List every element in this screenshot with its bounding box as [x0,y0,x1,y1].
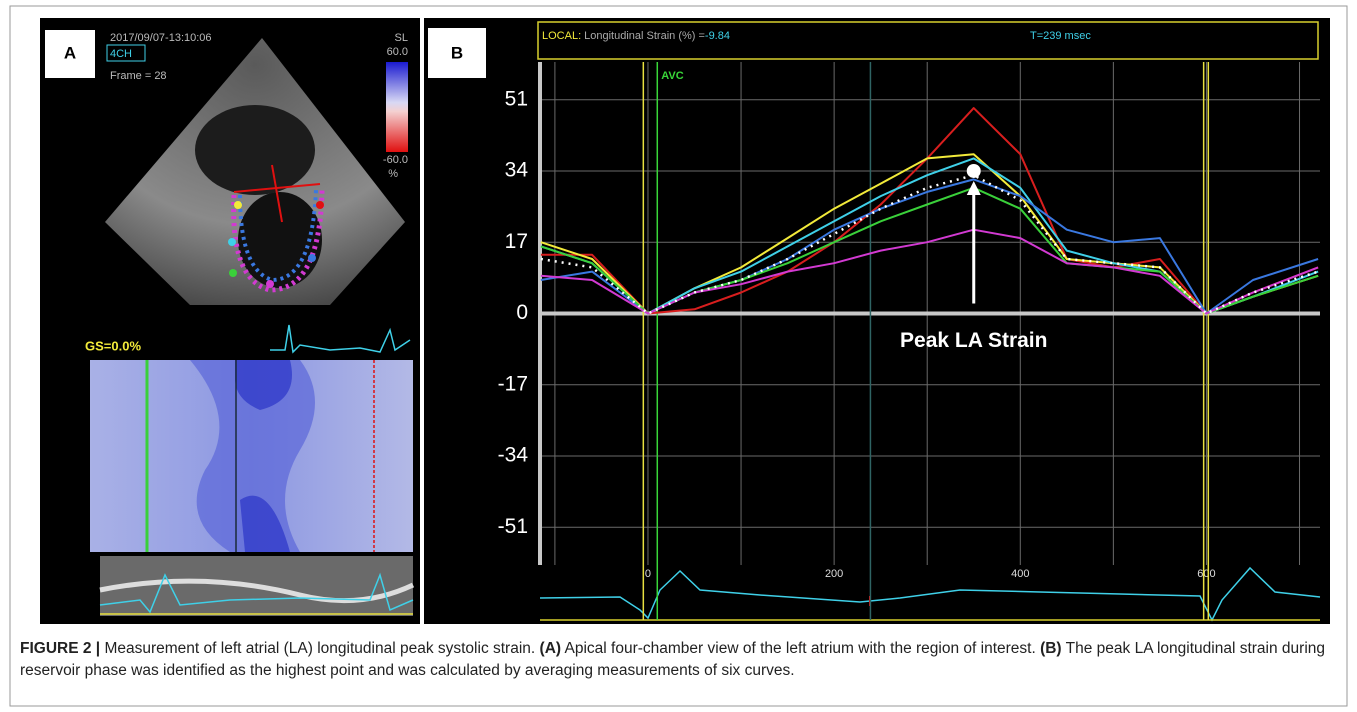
ecg-strip-b [539,566,1321,622]
ventricle [195,105,315,195]
header-local: LOCAL: [542,30,581,42]
y-tick-label: 34 [505,159,529,182]
color-bar [386,62,408,152]
view-label: 4CH [110,48,132,60]
strain-curve [540,228,1319,315]
y-tick-label: -34 [498,444,529,467]
header-time: T=239 msec [1030,30,1091,42]
peak-marker [966,163,981,178]
y-tick-label: -51 [498,515,528,538]
x-tick-label: 600 [1197,568,1215,580]
x-tick-label: 0 [645,568,651,580]
roi-point [316,201,324,209]
gs-label: GS=0.0% [85,338,141,353]
v-marker-label: AVC [661,70,683,82]
annotation-arrowhead [966,180,981,195]
roi-point [228,238,236,246]
panel-b-bg [424,18,1330,624]
caption-text: Measurement of left atrial (LA) longitud… [104,640,536,657]
m-mode-band [99,578,415,604]
ecg-mini [270,324,411,354]
y-tick-label: 51 [505,87,528,110]
strain-blob [190,360,315,552]
scale-min: -60.0 [383,154,408,166]
header: LOCAL: Longitudinal Strain (%) =-9.84 [542,30,730,42]
caption-b: (B) [1040,640,1062,657]
x-tick-label: 200 [825,568,843,580]
frame-label: Frame = 28 [110,70,167,82]
label-box [45,30,95,78]
strain-curve [540,173,1319,315]
timestamp: 2017/09/07-13:10:06 [110,32,212,44]
roi [231,189,325,293]
roi-point [266,280,274,288]
caption-text: The peak LA longitudinal strain during r… [20,640,1326,679]
y-tick-label: 17 [505,230,528,253]
roi-axis [271,164,283,223]
scale-unit: % [388,168,398,180]
scale-max: 60.0 [387,46,408,58]
header-box [537,21,1319,60]
roi-point [308,254,316,262]
caption-text: Apical four-chamber view of the left atr… [564,640,1036,657]
panel-label: B [451,43,463,62]
panel-label: A [64,43,76,62]
annotation-label: Peak LA Strain [900,329,1047,352]
view-box [106,44,146,62]
header-measure: Longitudinal Strain (%) = [584,30,705,42]
x-tick-label: 400 [1011,568,1029,580]
figure-border [9,5,1348,707]
atrium [238,192,322,288]
caption: FIGURE 2 | Measurement of left atrial (L… [20,638,1338,682]
scale-name: SL [395,32,408,44]
roi-point [234,201,242,209]
roi-point [229,269,237,277]
caption-a: (A) [539,640,562,657]
y-tick-label: -17 [498,372,528,395]
y-tick-label: 0 [516,301,528,324]
header-value: -9.84 [705,30,730,42]
caption-figure: FIGURE 2 | [20,640,101,657]
label-box [428,28,486,78]
strain-blob [235,360,292,552]
ecg-strip-a [99,572,414,614]
